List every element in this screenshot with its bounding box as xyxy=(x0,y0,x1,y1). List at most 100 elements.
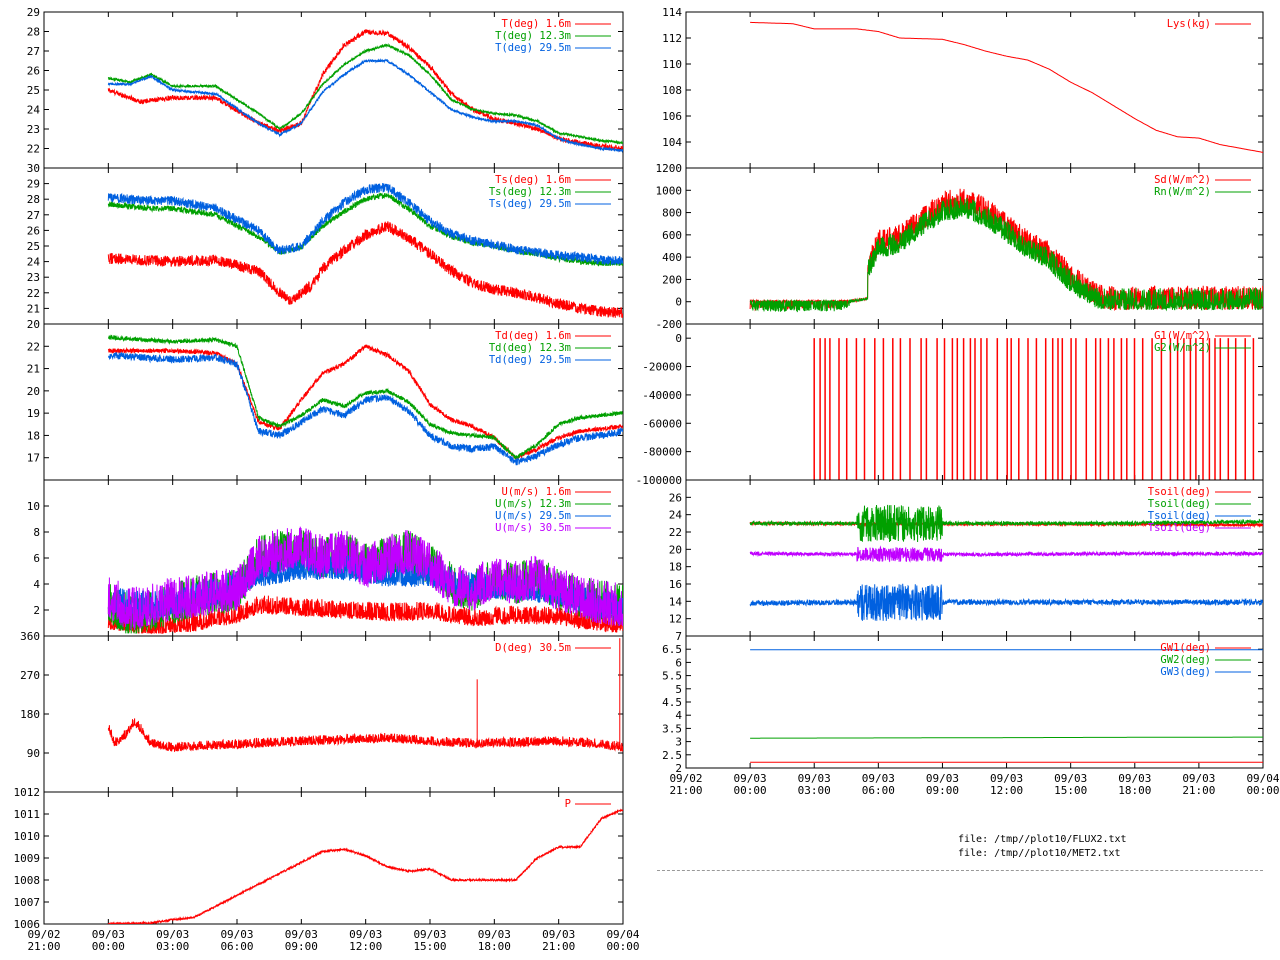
series-line xyxy=(750,736,1263,739)
chart-panel-L4: 2 4 6 8 10 U(m/s) 1.6mU(m/s) 12.3mU(m/s) 29.5… xyxy=(27,479,624,637)
y-tick-label: 0 xyxy=(675,332,682,345)
series-line xyxy=(749,504,1263,543)
y-tick-label: 3.5 xyxy=(662,722,682,735)
y-tick-label: 26 xyxy=(27,65,40,78)
x-tick-label: 09/03 xyxy=(1054,772,1087,785)
legend-label: T(deg) 29.5m xyxy=(495,42,571,54)
legend-label: Td(deg) 1.6m xyxy=(495,330,571,342)
y-tick-label: 25 xyxy=(27,240,40,253)
y-tick-label: 18 xyxy=(669,561,682,574)
x-tick-label: 09:00 xyxy=(285,940,318,953)
x-tick-label: 09/03 xyxy=(990,772,1023,785)
series-line xyxy=(107,42,623,145)
series-group xyxy=(107,526,623,635)
legend-label: Tsoil(deg) xyxy=(1148,486,1211,498)
file-label-flux: file: /tmp//plot10/FLUX2.txt xyxy=(958,834,1127,845)
y-tick-label: 24 xyxy=(669,509,683,522)
y-tick-label: 6 xyxy=(33,552,40,565)
plot-frame xyxy=(43,635,624,793)
series-group xyxy=(749,188,1263,313)
y-tick-label: 104 xyxy=(662,136,682,149)
legend-label: U(m/s) 1.6m xyxy=(501,486,571,498)
y-tick-label: 400 xyxy=(662,251,682,264)
y-tick-label: 30 xyxy=(27,162,40,175)
y-tick-label: 28 xyxy=(27,193,40,206)
series-group xyxy=(750,649,1263,763)
series-group xyxy=(107,334,623,466)
y-tick-label: -80000 xyxy=(642,446,682,459)
y-tick-label: 24 xyxy=(27,104,41,117)
x-tick-label: 21:00 xyxy=(27,940,60,953)
series-group xyxy=(749,504,1263,621)
y-tick-label: 27 xyxy=(27,209,40,222)
y-tick-label: 2.5 xyxy=(662,749,682,762)
y-tick-label: 200 xyxy=(662,273,682,286)
y-tick-label: 27 xyxy=(27,45,40,58)
y-tick-label: -20000 xyxy=(642,361,682,374)
x-tick-label: 09/03 xyxy=(734,772,767,785)
y-tick-label: 1011 xyxy=(14,808,41,821)
series-line xyxy=(107,28,623,153)
series-group xyxy=(107,808,623,924)
y-tick-label: 22 xyxy=(27,287,40,300)
y-tick-label: 5 xyxy=(675,683,682,696)
x-tick-label: 09/03 xyxy=(542,928,575,941)
x-tick-label: 09/03 xyxy=(285,928,318,941)
x-tick-label: 09/02 xyxy=(669,772,702,785)
file-list: file: /tmp//plot10/FLUX2.txt file: /tmp/… xyxy=(958,833,1127,861)
legend-label: Rn(W/m^2) xyxy=(1154,186,1211,198)
legend-label: U(m/s) 30.5m xyxy=(495,522,571,534)
series-line xyxy=(749,583,1263,621)
x-tick-label: 09:00 xyxy=(926,784,959,797)
series-group xyxy=(107,28,623,153)
series-line xyxy=(750,21,1263,153)
y-tick-label: 24 xyxy=(27,256,41,269)
y-tick-label: 7 xyxy=(675,630,682,643)
x-tick-label: 12:00 xyxy=(990,784,1023,797)
y-tick-label: 16 xyxy=(669,578,682,591)
y-tick-label: 800 xyxy=(662,207,682,220)
y-tick-label: 21 xyxy=(27,363,40,376)
legend-label: D(deg) 30.5m xyxy=(495,642,571,654)
legend-label: Tsoil(deg) xyxy=(1148,522,1211,534)
y-tick-label: 2 xyxy=(675,762,682,775)
x-tick-label: 09/03 xyxy=(220,928,253,941)
y-tick-label: 29 xyxy=(27,178,40,191)
y-tick-label: 112 xyxy=(662,32,682,45)
y-tick-label: 180 xyxy=(20,708,40,721)
y-tick-label: 23 xyxy=(27,271,40,284)
y-tick-label: 5.5 xyxy=(662,670,682,683)
y-tick-label: 1007 xyxy=(14,896,41,909)
x-tick-label: 00:00 xyxy=(606,940,639,953)
y-tick-label: 18 xyxy=(27,429,40,442)
y-tick-label: 2 xyxy=(33,604,40,617)
x-tick-label: 21:00 xyxy=(542,940,575,953)
separator-line xyxy=(657,870,1263,871)
series-group xyxy=(813,338,1255,480)
legend-label: GW3(deg) xyxy=(1160,666,1211,678)
series-line xyxy=(108,334,623,460)
series-line xyxy=(107,221,623,318)
plot-frame xyxy=(685,11,1264,169)
y-tick-label: 90 xyxy=(27,747,40,760)
y-tick-label: 28 xyxy=(27,26,40,39)
legend-label: G2(W/m^2) xyxy=(1154,342,1211,354)
y-tick-label: 22 xyxy=(27,340,40,353)
series-line xyxy=(107,808,623,924)
x-tick-label: 09/04 xyxy=(1246,772,1279,785)
y-tick-label: 1200 xyxy=(656,162,683,175)
chart-panel-L6: 100610071008100910101011101209/0221:0009… xyxy=(14,786,640,953)
series-line xyxy=(107,182,623,265)
y-tick-label: 29 xyxy=(27,6,40,19)
y-tick-label: -60000 xyxy=(642,417,682,430)
x-tick-label: 09/03 xyxy=(413,928,446,941)
y-tick-label: 4.5 xyxy=(662,696,682,709)
y-tick-label: 600 xyxy=(662,229,682,242)
series-line xyxy=(813,338,1255,480)
legend-label: P xyxy=(565,798,571,810)
series-line xyxy=(107,57,623,153)
y-tick-label: 20 xyxy=(27,318,40,331)
